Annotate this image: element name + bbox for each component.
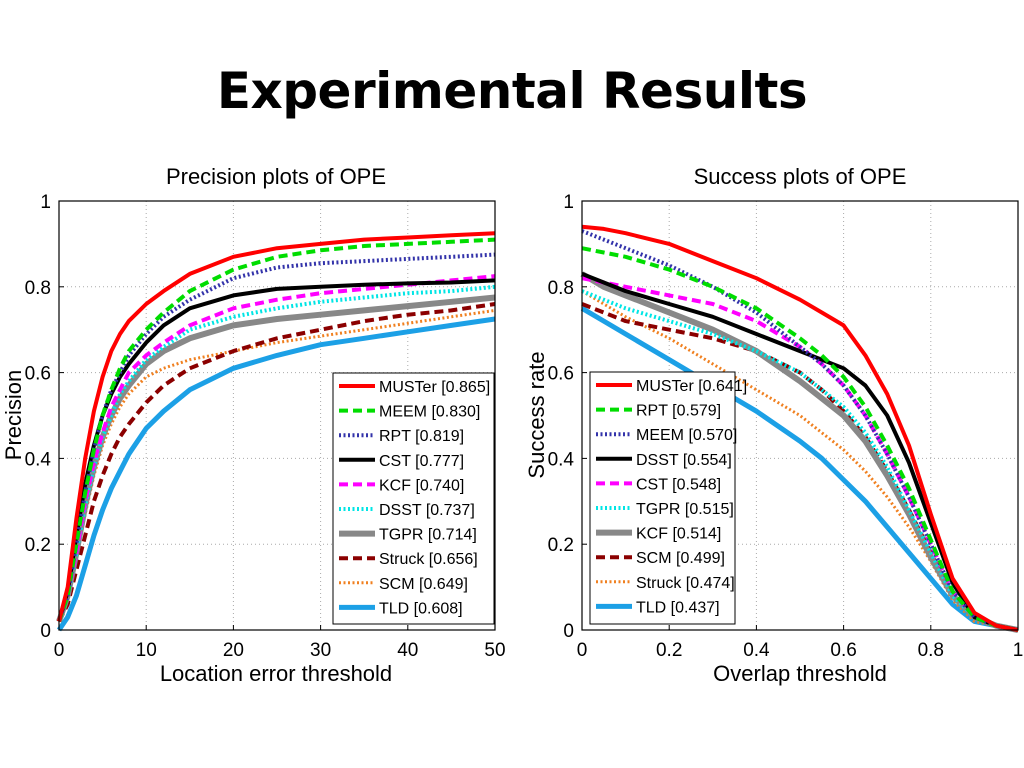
success-y-axis-label: Success rate	[524, 351, 549, 478]
success-ytick-label: 0.8	[548, 278, 574, 299]
success-ytick-label: 0.4	[548, 449, 575, 470]
success-legend-label: MEEM [0.570]	[636, 427, 737, 444]
success-x-axis-label: Overlap threshold	[713, 661, 887, 686]
precision-series-struck	[57, 302, 496, 623]
success-legend-label: Struck [0.474]	[636, 575, 735, 592]
precision-series-muster	[57, 231, 496, 622]
success-series-dsst	[581, 272, 1019, 632]
success-chart-title: Success plots of OPE	[694, 164, 907, 189]
success-xtick-label: 0.6	[830, 640, 856, 661]
precision-series-scm	[57, 308, 496, 622]
precision-chart-title: Precision plots of OPE	[166, 164, 386, 189]
precision-legend-label: SCM [0.649]	[379, 576, 468, 593]
success-series-struck	[581, 289, 1019, 632]
precision-ytick-label: 0.4	[25, 449, 52, 470]
success-series-meem	[581, 229, 1019, 632]
success-legend-label: MUSTer [0.641]	[636, 378, 747, 395]
precision-xtick-label: 30	[310, 640, 331, 661]
precision-ytick-label: 0.2	[25, 535, 51, 556]
precision-legend-label: TLD [0.608]	[379, 600, 463, 617]
precision-x-axis-label: Location error threshold	[160, 661, 392, 686]
success-ytick-label: 0.2	[548, 535, 574, 556]
precision-legend-label: TGPR [0.714]	[379, 527, 477, 544]
success-series-rpt	[581, 246, 1019, 632]
slide-title: Experimental Results	[216, 62, 808, 120]
precision-xtick-label: 20	[223, 640, 244, 661]
precision-legend-label: KCF [0.740]	[379, 477, 464, 494]
success-legend: MUSTer [0.641] RPT [0.579] MEEM [0.570] DSS…	[589, 371, 747, 625]
precision-series-meem	[57, 237, 496, 623]
success-series-tld	[580, 306, 1019, 633]
success-legend-label: RPT [0.579]	[636, 403, 721, 420]
success-xtick-label: 1	[1013, 640, 1024, 661]
precision-series-kcf	[57, 274, 496, 623]
success-legend-label: TLD [0.437]	[636, 599, 720, 616]
precision-legend-label: RPT [0.819]	[379, 428, 464, 445]
precision-legend-label: CST [0.777]	[379, 453, 464, 470]
precision-ytick-label: 0.8	[25, 278, 51, 299]
precision-series-group	[56, 231, 496, 632]
success-xtick-label: 0.8	[918, 640, 944, 661]
precision-legend-box	[332, 372, 495, 625]
precision-legend-label: MUSTer [0.865]	[379, 379, 490, 396]
success-series-group	[580, 224, 1019, 633]
success-series-muster	[581, 224, 1019, 632]
success-legend-label: CST [0.548]	[636, 476, 721, 493]
precision-xtick-label: 10	[136, 640, 157, 661]
precision-legend: MUSTer [0.865] MEEM [0.830] RPT [0.819] CST…	[332, 372, 495, 625]
success-axes-frame	[581, 200, 1019, 631]
success-legend-label: TGPR [0.515]	[636, 501, 734, 518]
precision-xtick-label: 40	[397, 640, 418, 661]
success-legend-label: KCF [0.514]	[636, 526, 721, 543]
success-series-scm	[581, 302, 1019, 632]
success-ytick-label: 1	[563, 192, 574, 213]
success-ytick-label: 0.6	[548, 364, 574, 385]
success-xtick-label: 0.2	[656, 640, 682, 661]
precision-axes-frame	[58, 200, 496, 631]
precision-y-axis-label: Precision	[1, 370, 26, 460]
precision-xtick-label: 0	[54, 640, 65, 661]
precision-ytick-label: 0.6	[25, 364, 51, 385]
precision-legend-label: MEEM [0.830]	[379, 404, 480, 421]
precision-series-tld	[56, 316, 496, 632]
precision-legend-label: DSST [0.737]	[379, 502, 475, 519]
success-legend-label: SCM [0.499]	[636, 550, 725, 567]
precision-ytick-label: 1	[40, 192, 51, 213]
precision-legend-label: Struck [0.656]	[379, 551, 478, 568]
success-xtick-label: 0	[577, 640, 588, 661]
success-legend-label: DSST [0.554]	[636, 452, 732, 469]
success-ytick-label: 0	[563, 621, 574, 642]
precision-xtick-label: 50	[484, 640, 505, 661]
precision-ytick-label: 0	[40, 621, 51, 642]
success-xtick-label: 0.4	[743, 640, 770, 661]
